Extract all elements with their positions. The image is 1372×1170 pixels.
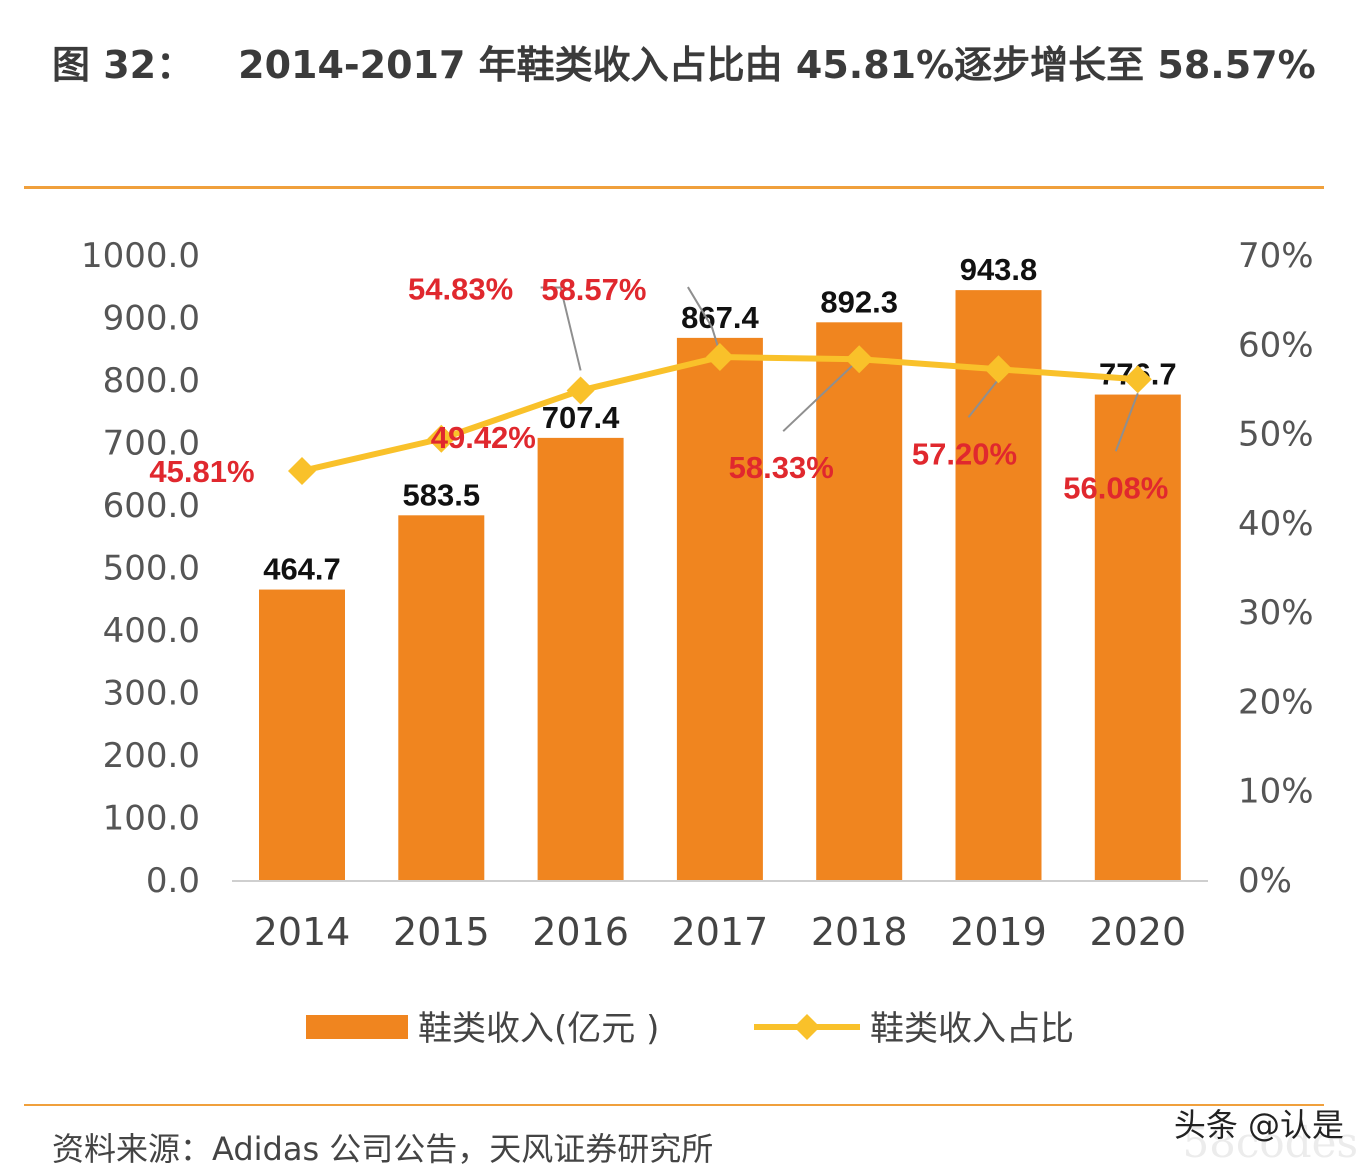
line-series — [288, 343, 1152, 485]
figure-number: 图 32： — [52, 43, 195, 87]
top-divider — [24, 186, 1324, 189]
x-tick-label: 2020 — [1089, 910, 1186, 954]
bar-series — [259, 290, 1181, 880]
leader-line — [540, 286, 582, 371]
right-tick-label: 40% — [1238, 504, 1314, 544]
left-tick-label: 1000.0 — [81, 236, 200, 276]
leader-line — [1114, 392, 1139, 452]
share-value-label: 49.42% — [431, 420, 536, 455]
figure-title: 图 32： 2014-2017 年鞋类收入占比由 45.81%逐步增长至 58.5… — [52, 34, 1316, 89]
bar-value-label: 583.5 — [403, 477, 481, 512]
left-tick-label: 200.0 — [103, 736, 200, 776]
legend-bar-swatch — [306, 1015, 408, 1039]
x-tick-label: 2017 — [672, 910, 769, 954]
bar — [955, 290, 1042, 880]
line-marker — [984, 355, 1013, 384]
line-data-labels: 45.81% 49.42% 54.83% 58.57% 58.33% 57.20% 56.0… — [149, 271, 1168, 505]
legend-line-marker — [794, 1014, 820, 1040]
left-tick-label: 900.0 — [103, 299, 200, 339]
bar-value-label: 892.3 — [820, 284, 898, 319]
bar — [676, 337, 763, 880]
right-tick-label: 50% — [1238, 415, 1314, 455]
right-tick-label: 10% — [1238, 772, 1314, 812]
left-tick-label: 0.0 — [146, 861, 200, 901]
bar — [398, 515, 485, 880]
left-tick-label: 500.0 — [103, 549, 200, 589]
bar-value-label: 943.8 — [960, 252, 1038, 287]
right-tick-label: 20% — [1238, 682, 1314, 722]
bar-value-label: 867.4 — [681, 300, 759, 335]
watermark: 头条 @认是 — [1173, 1106, 1344, 1144]
legend-line-label: 鞋类收入占比 — [870, 1009, 1074, 1049]
bar-value-label: 707.4 — [542, 400, 620, 435]
x-axis-labels: 2014 2015 2016 2017 2018 2019 2020 — [254, 910, 1187, 954]
legend: 鞋类收入(亿元 ) 鞋类收入占比 — [306, 1009, 1074, 1049]
left-tick-label: 600.0 — [103, 486, 200, 526]
share-value-label: 45.81% — [149, 454, 254, 489]
leader-line — [967, 378, 1000, 418]
line-marker — [845, 345, 874, 374]
x-tick-label: 2015 — [393, 910, 490, 954]
left-tick-label: 700.0 — [103, 424, 200, 464]
share-value-label: 58.33% — [729, 450, 834, 485]
figure-title-text: 2014-2017 年鞋类收入占比由 45.81%逐步增长至 58.57% — [238, 43, 1316, 87]
right-tick-label: 60% — [1238, 325, 1314, 365]
leader-line — [687, 286, 721, 354]
bar — [816, 322, 903, 880]
left-tick-label: 300.0 — [103, 674, 200, 714]
left-axis: 0.0 100.0 200.0 300.0 400.0 500.0 600.0 700.0 80… — [81, 236, 200, 901]
legend-bar-label: 鞋类收入(亿元 ) — [418, 1009, 659, 1049]
line-marker — [705, 343, 734, 372]
watermark-faint: 58codes — [1182, 1118, 1358, 1167]
share-value-label: 57.20% — [912, 436, 1017, 471]
x-tick-label: 2016 — [532, 910, 629, 954]
left-tick-label: 100.0 — [103, 799, 200, 839]
right-tick-label: 0% — [1238, 861, 1292, 901]
x-tick-label: 2019 — [950, 910, 1047, 954]
right-tick-label: 70% — [1238, 236, 1314, 276]
line-marker — [566, 376, 595, 405]
x-tick-label: 2014 — [254, 910, 351, 954]
bar-value-label: 464.7 — [263, 552, 341, 587]
source-note: 资料来源：Adidas 公司公告，天风证券研究所 — [52, 1130, 714, 1168]
x-tick-label: 2018 — [811, 910, 908, 954]
share-value-label: 54.83% — [408, 271, 513, 306]
share-value-label: 56.08% — [1063, 470, 1168, 505]
line-marker — [427, 424, 456, 453]
bottom-divider — [24, 1104, 1324, 1106]
bar — [537, 437, 624, 880]
right-axis: 0% 10% 20% 30% 40% 50% 60% 70% — [1238, 236, 1314, 901]
right-tick-label: 30% — [1238, 593, 1314, 633]
share-value-label: 58.57% — [541, 272, 646, 307]
bar — [259, 589, 345, 880]
line-marker — [1123, 365, 1152, 394]
bar — [1094, 394, 1181, 880]
left-tick-label: 800.0 — [103, 361, 200, 401]
label-leader-lines — [540, 286, 1139, 452]
line-marker — [288, 456, 316, 485]
left-tick-label: 400.0 — [103, 611, 200, 651]
leader-line — [782, 358, 860, 432]
